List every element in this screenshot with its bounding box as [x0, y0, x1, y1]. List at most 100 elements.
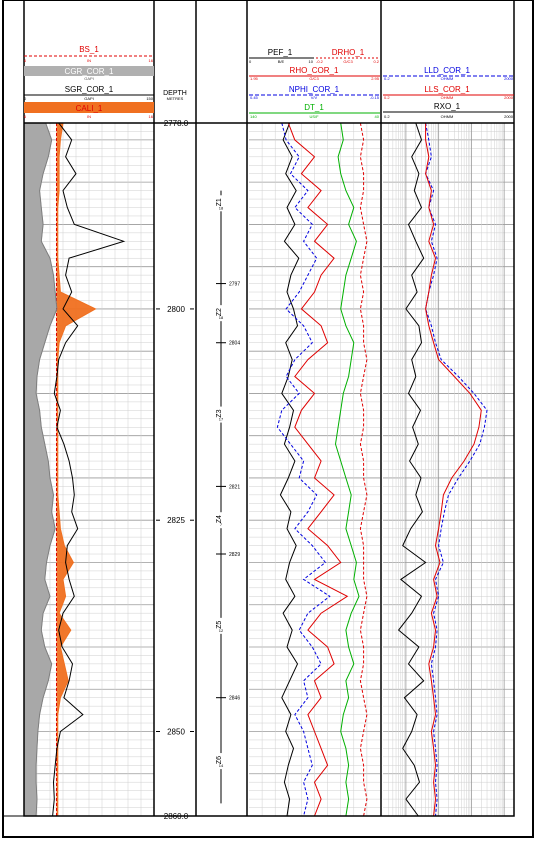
- sgr-scale-min: 0: [24, 96, 27, 101]
- zone-label-bg: [213, 512, 229, 529]
- cali-1-curve: [57, 122, 97, 816]
- zone-name-label: Z2: [216, 308, 223, 316]
- depth-tick-label: 2860.0: [164, 812, 189, 821]
- zone-top-label: 2821: [229, 484, 240, 490]
- pef-1-curve: [279, 122, 300, 817]
- depth-tick-label: 2800: [167, 305, 185, 314]
- zone-code-label: 17: [219, 417, 224, 422]
- dt-scale-min: 140: [250, 114, 257, 119]
- dt-unit: US/F: [309, 114, 319, 119]
- zone-top-label: 2797: [229, 282, 240, 288]
- pef-scale-max: 10: [309, 59, 314, 64]
- cali-scale-max: 16: [149, 114, 154, 119]
- sgr-cor-1-curve: [52, 122, 126, 817]
- sgr-unit: GAPI: [84, 96, 94, 101]
- bs-curve-name: BS_1: [79, 45, 99, 54]
- zone-label-bg: [213, 753, 229, 770]
- rxo-scale-min: 0.2: [384, 114, 390, 119]
- track3-header: PEF_1 0 B/E 10 DRHO_1 -0.2 G/C3 0.2 RHO_…: [249, 48, 380, 119]
- zone-name-label: Z6: [216, 756, 223, 764]
- rxo-unit: OHMM: [441, 114, 454, 119]
- pef-unit: B/E: [278, 59, 285, 64]
- cgr-legend-fill: [24, 66, 154, 76]
- lld-scale-min: 0.2: [384, 76, 390, 81]
- bs-scale-max: 16: [149, 58, 154, 63]
- cgr-cor-1-curve: [35, 122, 58, 817]
- rho-scale-max: 2.95: [371, 76, 380, 81]
- cali-scale-min: 6: [24, 114, 27, 119]
- zone-label-bg: [213, 305, 229, 322]
- drho-scale-min: -0.2: [316, 59, 324, 64]
- drho-unit: G/C3: [343, 59, 353, 64]
- rxo-curve-name: RXO_1: [434, 102, 461, 111]
- zone-name-label: Z5: [216, 621, 223, 629]
- sgr-scale-max: 150: [146, 96, 153, 101]
- drho-curve-name: DRHO_1: [332, 48, 365, 57]
- bs-scale-min: 6: [24, 58, 27, 63]
- dt-1-curve: [334, 122, 360, 817]
- depth-header: DEPTH METRES: [163, 90, 187, 101]
- zone-name-label: Z3: [216, 409, 223, 417]
- zone-code-label: 18: [219, 315, 224, 320]
- zone-label-bg: [213, 195, 229, 212]
- rxo-1-curve: [397, 122, 427, 817]
- zone-name-label: Z1: [216, 198, 223, 206]
- dt-curve-name: DT_1: [304, 103, 324, 112]
- zone-top-label: 2804: [229, 341, 240, 347]
- cali-legend-fill: [24, 102, 154, 113]
- depth-labels: 2778.0 2800 2825 2850 2860.0: [156, 119, 194, 821]
- cali-unit: IN: [87, 114, 91, 119]
- lld-unit: OHMM: [441, 76, 454, 81]
- lld-curve-name: LLD_COR_1: [424, 66, 470, 75]
- cgr-unit: GAPI: [84, 76, 94, 81]
- zone-layer: 27972804282128292846Z118Z218Z317Z47Z512Z…: [213, 190, 240, 804]
- zone-code-label: 7: [220, 522, 223, 527]
- zone-label-bg: [213, 406, 229, 423]
- track1-header: BS_1 6 IN 16 CGR_COR_1 GAPI SGR_COR_1 0 …: [24, 45, 154, 119]
- rho-unit: G/C3: [309, 76, 319, 81]
- depth-tick-label: 2825: [167, 516, 185, 525]
- bs-unit: IN: [87, 58, 91, 63]
- lls-scale-max: 2000: [504, 95, 514, 100]
- zone-top-label: 2829: [229, 552, 240, 558]
- drho-scale-max: 0.2: [373, 59, 379, 64]
- depth-tick-label: 2778.0: [164, 119, 189, 128]
- curve-layer: [35, 122, 488, 817]
- nphi-scale-min: 0.45: [250, 95, 259, 100]
- rho-scale-min: 1.95: [250, 76, 259, 81]
- lld-scale-max: 2000: [504, 76, 514, 81]
- sgr-curve-name: SGR_COR_1: [65, 85, 114, 94]
- zone-code-label: 18: [219, 205, 224, 210]
- lls-scale-min: 0.2: [384, 95, 390, 100]
- cgr-curve-name: CGR_COR_1: [65, 67, 114, 76]
- lls-unit: OHMM: [441, 95, 454, 100]
- cali-curve-name: CALI_1: [76, 104, 103, 113]
- pef-scale-min: 0: [249, 59, 252, 64]
- zone-label-bg: [213, 617, 229, 634]
- depth-label: DEPTH: [163, 90, 187, 97]
- zone-top-label: 2846: [229, 696, 240, 702]
- pef-curve-name: PEF_1: [268, 48, 293, 57]
- lld-cor-1-curve: [425, 122, 488, 817]
- nphi-curve-name: NPHI_COR_1: [289, 85, 340, 94]
- rho-cor-1-curve: [287, 122, 349, 817]
- zone-code-label: 12: [219, 628, 224, 633]
- inner-frame: [23, 0, 515, 817]
- nphi-unit: V/V: [311, 95, 318, 100]
- zone-name-label: Z4: [216, 515, 223, 523]
- track4-header: LLD_COR_1 0.2 OHMM 2000 LLS_COR_1 0.2 OH…: [383, 66, 514, 119]
- cali-washout-fill: [56, 123, 96, 816]
- rho-curve-name: RHO_COR_1: [290, 66, 339, 75]
- depth-unit: METRES: [167, 96, 184, 101]
- lls-cor-1-curve: [425, 123, 482, 817]
- lls-curve-name: LLS_COR_1: [424, 85, 470, 94]
- depth-tick-label: 2850: [167, 728, 185, 737]
- dt-scale-max: 40: [375, 114, 380, 119]
- drho-1-curve: [359, 122, 368, 817]
- rxo-scale-max: 2000: [504, 114, 514, 119]
- zone-code-label: 14: [219, 763, 224, 768]
